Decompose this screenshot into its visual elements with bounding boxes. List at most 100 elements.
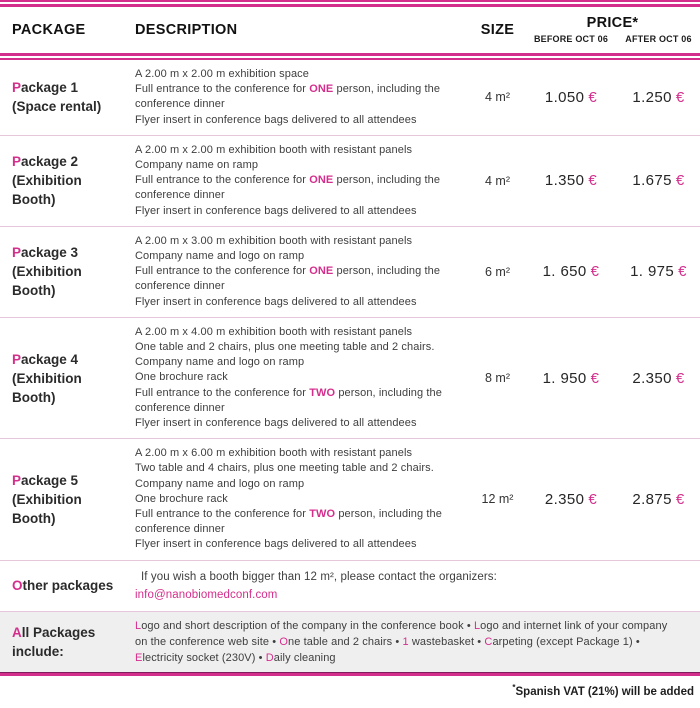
text-segment: One table and 2 chairs, plus one meeting… <box>135 341 435 354</box>
top-border-gap <box>0 2 700 4</box>
package-label-line: All Packages <box>12 624 96 640</box>
text-segment: ONE <box>309 83 334 96</box>
euro-symbol: € <box>590 263 600 281</box>
text-segment: Full entrance to the conference for <box>135 174 310 187</box>
package-label-line: Package 3 <box>12 245 79 261</box>
package-label-initial: P <box>12 245 22 261</box>
header-border-thick <box>0 53 700 56</box>
description-line: Full entrance to the conference for TWO … <box>135 507 464 522</box>
header-border-thin <box>0 58 700 60</box>
package-label: Package 5 (Exhibition Booth) <box>0 465 135 534</box>
description-line: Flyer insert in conference bags delivere… <box>135 113 464 128</box>
header-after-oct: AFTER OCT 06 <box>625 34 692 44</box>
text-segment: Flyer insert in conference bags delivere… <box>135 204 417 217</box>
price-after-value: 1.675 € <box>617 172 700 189</box>
price-before-value-amount: 1. 950 <box>542 369 587 387</box>
text-segment: ogo and short description of the company… <box>141 619 474 632</box>
text-segment: TWO <box>309 508 336 521</box>
package-description: A 2.00 m x 2.00 m exhibition space Full e… <box>135 60 470 135</box>
package-label: Other packages <box>0 570 135 601</box>
top-border-thick <box>0 4 700 7</box>
text-segment: O <box>279 635 288 648</box>
text-segment: conference dinner <box>135 523 225 536</box>
package-label-line: (Exhibition <box>12 173 82 189</box>
text-segment: ONE <box>309 174 334 187</box>
description-line: conference dinner <box>135 279 464 294</box>
text-segment: conference dinner <box>135 280 225 293</box>
description-line: Full entrance to the conference for TWO … <box>135 386 464 401</box>
description-line: Flyer insert in conference bags delivere… <box>135 416 464 431</box>
price-after-value: 2.875 € <box>617 491 700 508</box>
package-description: A 2.00 m x 4.00 m exhibition booth with … <box>135 318 470 438</box>
description-paragraph: Logo and short description of the compan… <box>135 618 680 666</box>
description-line: Company name and logo on ramp <box>135 477 464 492</box>
package-label-line: Booth) <box>12 510 56 526</box>
euro-symbol: € <box>675 172 685 190</box>
package-label-initial: A <box>12 624 22 640</box>
text-segment: A 2.00 m x 6.00 m exhibition booth with … <box>135 447 413 460</box>
text-segment: ONE <box>309 265 334 278</box>
table-row: Package 4 (Exhibition Booth) A 2.00 m x 4.0… <box>0 316 700 438</box>
package-description: If you wish a booth bigger than 12 m², p… <box>135 561 700 611</box>
text-segment: Company name and logo on ramp <box>135 356 305 369</box>
package-label-line: Package 1 <box>12 80 79 96</box>
description-line: A 2.00 m x 6.00 m exhibition booth with … <box>135 446 464 461</box>
description-line: One brochure rack <box>135 492 464 507</box>
text-segment: A 2.00 m x 3.00 m exhibition booth with … <box>135 234 413 247</box>
size-value: 4 m² <box>485 90 510 105</box>
table-row: Package 2 (Exhibition Booth) A 2.00 m x 2.0… <box>0 134 700 226</box>
text-segment: TWO <box>309 386 336 399</box>
description-line: Full entrance to the conference for ONE … <box>135 82 464 97</box>
package-label-line: (Exhibition <box>12 491 82 507</box>
package-description: A 2.00 m x 3.00 m exhibition booth with … <box>135 227 470 317</box>
euro-symbol: € <box>678 263 687 281</box>
size-value: 12 m² <box>481 492 514 507</box>
header-before-oct: BEFORE OCT 06 <box>533 34 609 44</box>
text-segment: L <box>473 619 481 632</box>
table-body: Package 1 (Space rental) A 2.00 m x 2.00 m… <box>0 60 700 672</box>
price-before-value-amount: 1.050 <box>544 88 585 106</box>
description-line: A 2.00 m x 4.00 m exhibition booth with … <box>135 325 464 340</box>
text-segment: Full entrance to the conference for <box>135 386 310 399</box>
text-segment: person, including the <box>335 508 442 521</box>
package-label-line: Package 2 <box>12 154 79 170</box>
text-segment: arpeting (except Package 1) • <box>492 635 640 648</box>
price-before-value-amount: 2.350 <box>544 490 585 508</box>
package-label: Package 3 (Exhibition Booth) <box>0 237 135 306</box>
text-segment: Company name and logo on ramp <box>135 477 305 490</box>
price-before-value: 1.350 € <box>525 172 617 189</box>
text-segment: conference dinner <box>135 98 225 111</box>
contact-email-link[interactable]: info@nanobiomedconf.com <box>135 588 278 601</box>
text-segment: conference dinner <box>135 189 225 202</box>
description-line: Full entrance to the conference for ONE … <box>135 173 464 188</box>
price-after-value-amount: 1.250 <box>632 88 672 106</box>
euro-symbol: € <box>675 490 685 508</box>
package-description: A 2.00 m x 2.00 m exhibition booth with … <box>135 136 470 226</box>
text-segment: One brochure rack <box>135 371 228 384</box>
text-segment: C <box>484 635 493 648</box>
text-segment: L <box>135 619 142 632</box>
text-segment: Company name and logo on ramp <box>135 250 305 263</box>
text-segment: ne table and 2 chairs • <box>288 635 403 648</box>
text-segment: person, including the <box>333 83 441 96</box>
price-before-value-amount: 1. 650 <box>542 263 587 281</box>
price-before-value: 2.350 € <box>525 491 617 508</box>
price-before-value: 1. 950 € <box>525 370 617 387</box>
text-segment: Flyer insert in conference bags delivere… <box>135 113 417 126</box>
package-label: Package 2 (Exhibition Booth) <box>0 146 135 215</box>
package-label-line: (Exhibition <box>12 264 82 280</box>
text-segment: Full entrance to the conference for <box>135 83 310 96</box>
header-price: PRICE* <box>586 15 639 31</box>
text-segment: Company name on ramp <box>135 159 259 172</box>
package-label-line: Booth) <box>12 389 56 405</box>
text-segment: lectricity socket (230V) • <box>142 651 266 664</box>
description-line: A 2.00 m x 2.00 m exhibition space <box>135 67 464 82</box>
description-line: Company name and logo on ramp <box>135 249 464 264</box>
package-label-initial: P <box>12 472 22 488</box>
table-header: PACKAGE DESCRIPTION SIZE PRICE* BEFORE O… <box>0 7 700 53</box>
description-line: info@nanobiomedconf.com <box>135 586 676 604</box>
description-line: Flyer insert in conference bags delivere… <box>135 537 464 552</box>
price-after-value-amount: 1. 975 <box>630 263 675 281</box>
description-line: One brochure rack <box>135 370 464 385</box>
